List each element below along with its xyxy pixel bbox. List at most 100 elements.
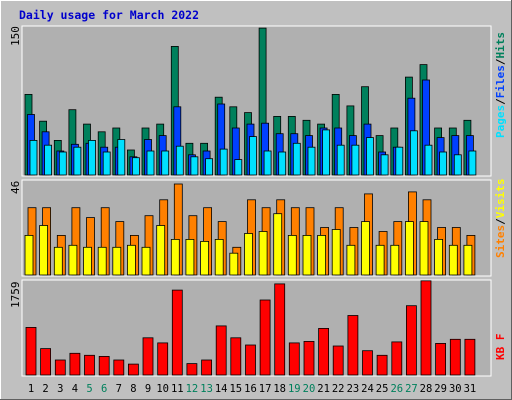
pages-bar-8 [131,157,140,176]
kbytes-bar-7 [113,359,125,376]
pages-bar-14 [219,148,228,176]
kbytes-bar-12 [186,363,198,376]
visits-bar-23 [346,244,356,276]
day-label-6: 6 [101,383,107,395]
visits-bar-2 [39,225,48,276]
visits-bar-7 [112,246,122,276]
kbytes-bar-23 [347,315,359,376]
pages-bar-6 [102,151,111,176]
visits-bar-14 [214,238,224,276]
hits-ymax-label: 150 [9,26,22,46]
visits-bar-18 [273,213,283,276]
visits-bar-5 [83,246,92,276]
day-label-26: 26 [390,383,403,395]
kbytes-bar-21 [318,327,330,376]
day-label-11: 11 [171,383,184,395]
pages-bar-7 [117,139,126,176]
kbytes-bar-24 [362,350,373,376]
visits-bar-29 [434,238,444,276]
kbytes-bar-19 [288,342,300,376]
day-label-30: 30 [449,383,462,395]
kbytes-bar-14 [215,325,227,376]
legend-separator: / [494,98,507,105]
visits-bar-6 [97,246,107,276]
day-label-13: 13 [200,383,213,395]
visits-bar-20 [302,234,312,276]
kbytes-bar-15 [230,337,242,376]
visits-bar-26 [390,244,400,276]
day-label-16: 16 [244,383,257,395]
visits-bar-31 [463,244,473,276]
pages-bar-3 [58,151,67,176]
pages-bar-2 [44,144,52,176]
visits-bar-22 [331,229,341,276]
kbytes-bar-29 [435,342,447,376]
day-label-21: 21 [317,383,330,395]
sites-ymax-label: 46 [9,181,22,194]
kbytes-bar-17 [259,299,271,376]
kbytes-bar-20 [303,340,315,376]
kbytes-bar-22 [332,345,344,376]
pages-bar-16 [249,136,257,176]
pages-bar-25 [380,154,389,176]
visits-bar-4 [68,244,78,276]
pages-bar-12 [190,156,199,176]
visits-bar-16 [244,233,253,276]
day-label-17: 17 [259,383,272,395]
pages-bar-4 [73,146,82,176]
day-labels: 1 2 3 4 5 6 7 8 9 10 11 12 13 14 15 16 17 18 19 20 21 22 23 24 2… [28,383,476,395]
kbytes-bar-9 [142,337,154,376]
pages-bar-29 [439,151,448,176]
day-label-20: 20 [303,383,316,395]
visits-bar-25 [375,244,385,276]
pages-bar-30 [453,154,462,176]
day-label-28: 28 [420,383,433,395]
kbytes-bar-18 [274,283,286,376]
visits-bar-17 [258,231,268,276]
kbytes-bar-4 [69,352,81,376]
bot-legend: KB F [494,334,507,361]
day-label-31: 31 [464,383,477,395]
kbytes-bar-25 [376,354,388,376]
pages-bar-15 [234,159,243,176]
visits-bar-9 [141,246,151,276]
visits-bar-3 [53,246,63,276]
day-label-25: 25 [376,383,389,395]
visits-bar-21 [317,234,327,276]
legend-separator: / [494,58,507,65]
legend-separator: / [494,218,507,225]
kbytes-bar-30 [449,338,461,376]
mid-legend: Sites/Visits [494,179,507,259]
day-label-10: 10 [156,383,169,395]
kbytes-bar-27 [405,305,417,376]
pages-bar-24 [366,137,374,176]
kbytes-bar-28 [420,280,432,376]
day-label-2: 2 [42,383,48,395]
kbytes-bar-13 [201,359,213,376]
visits-bar-27 [404,221,414,276]
pages-bar-1 [29,139,38,176]
visits-bar-15 [229,252,239,276]
pages-bar-9 [146,150,155,176]
day-label-14: 14 [215,383,228,395]
visits-bar-12 [185,238,195,276]
pages-bar-27 [409,130,418,176]
pages-bar-5 [88,139,96,176]
pages-bar-20 [307,146,316,176]
kbytes-bar-11 [171,289,183,376]
day-label-5: 5 [86,383,92,395]
visits-bar-24 [361,221,370,276]
chart-title: Daily usage for March 2022 [19,8,199,22]
pages-bar-19 [292,142,301,176]
pages-bar-31 [468,150,477,176]
day-label-1: 1 [28,383,34,395]
day-label-22: 22 [332,383,345,395]
kbytes-bar-8 [127,363,139,376]
kbytes-bar-2 [40,348,51,376]
kbytes-bar-6 [98,355,110,376]
legend-hits: Hits [494,32,507,59]
pages-bar-17 [263,150,272,176]
pages-bar-28 [424,144,433,176]
visits-bar-28 [419,221,429,276]
